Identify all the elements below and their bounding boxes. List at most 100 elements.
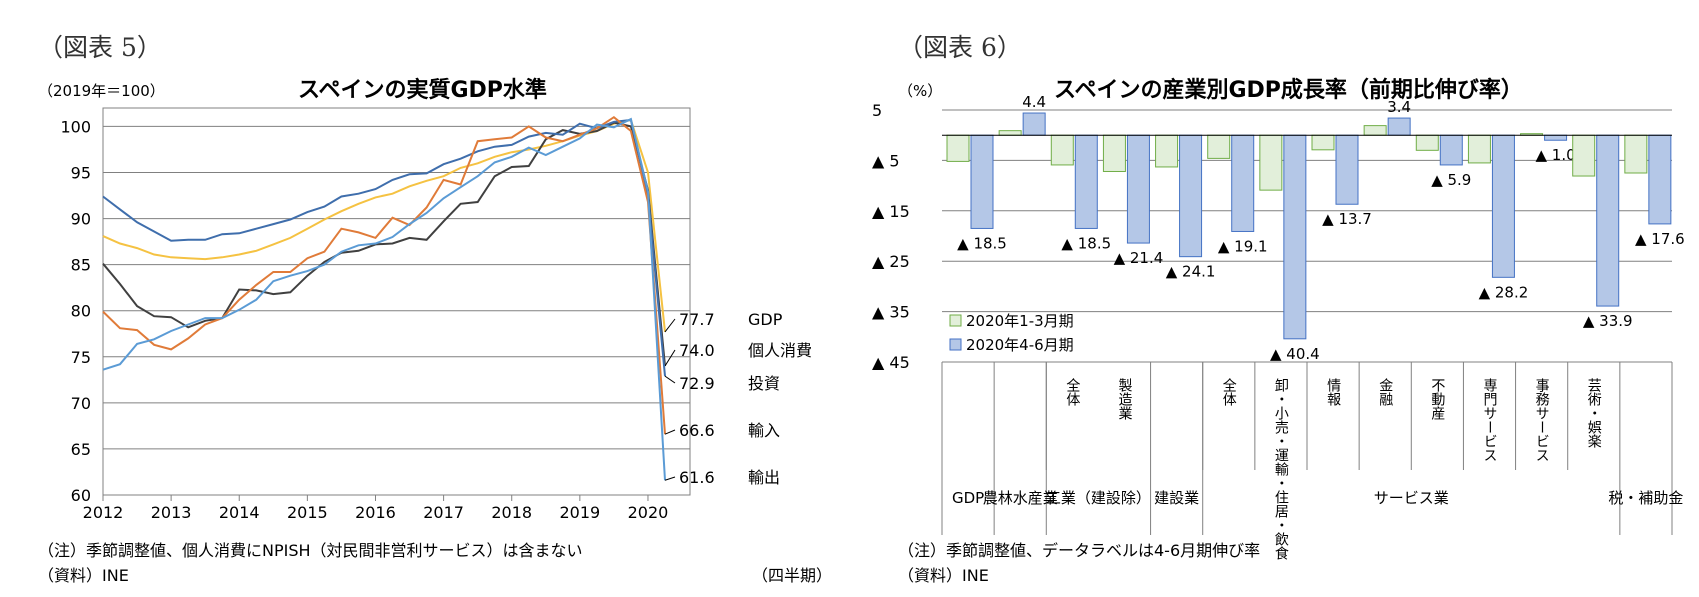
data-label: ▲ 40.4 bbox=[1270, 345, 1320, 363]
source-note: （資料）INE bbox=[898, 566, 989, 585]
bar-q2 bbox=[1648, 134, 1672, 225]
category-label: GDP bbox=[952, 489, 984, 507]
series-name-label: 投資 bbox=[748, 374, 780, 393]
bar-q2 bbox=[1283, 134, 1307, 340]
end-value-label: 61.6 bbox=[679, 468, 715, 487]
bar-q2 bbox=[1074, 134, 1098, 229]
bar-q2 bbox=[1335, 134, 1359, 205]
series-line-1 bbox=[102, 118, 666, 333]
x-tick-label: 2016 bbox=[355, 503, 396, 522]
bar-q1 bbox=[1259, 134, 1283, 191]
data-label: ▲ 13.7 bbox=[1322, 210, 1372, 228]
bar-q1 bbox=[1207, 134, 1231, 159]
bar-q2 bbox=[970, 134, 994, 229]
legend-swatch bbox=[949, 314, 962, 327]
figure-5-panel: （図表 5） （2019年＝100） スペインの実質GDP水準 60 65 70 75… bbox=[38, 33, 833, 585]
data-label: 4.4 bbox=[1022, 93, 1046, 111]
bar-q2 bbox=[1439, 134, 1463, 166]
bar-q1 bbox=[1415, 134, 1439, 151]
bar-q1 bbox=[1624, 134, 1648, 174]
bar-q1 bbox=[1155, 134, 1179, 168]
figure-label: （図表 5） bbox=[38, 33, 162, 62]
data-label: ▲ 17.6 bbox=[1635, 230, 1685, 248]
footnote: （注）季節調整値、データラベルは4-6月期伸び率 bbox=[898, 541, 1261, 560]
x-tick-label: 2015 bbox=[287, 503, 328, 522]
bar-q1 bbox=[1311, 134, 1335, 151]
figure-label: （図表 6） bbox=[898, 33, 1022, 62]
y-tick-label: ▲ 25 bbox=[872, 252, 910, 271]
x-tick-label: 2020 bbox=[628, 503, 669, 522]
bar-q1 bbox=[1467, 134, 1491, 164]
y-tick-label: 80 bbox=[71, 302, 91, 321]
end-value-label: 77.7 bbox=[679, 310, 715, 329]
bar-q1 bbox=[998, 130, 1022, 136]
series-name-label: 個人消費 bbox=[748, 341, 812, 360]
subcategory-label: 全体 bbox=[1221, 377, 1237, 406]
data-label: ▲ 18.5 bbox=[957, 234, 1007, 252]
end-value-label: 72.9 bbox=[679, 374, 715, 393]
y-tick-label: ▲ 45 bbox=[872, 353, 910, 372]
bar-q2 bbox=[1022, 112, 1046, 136]
unit-note: （%） bbox=[898, 82, 943, 100]
footnote: （注）季節調整値、個人消費にNPISH（対民間非営利サービス）は含まない bbox=[38, 541, 583, 560]
series-line-2 bbox=[102, 121, 666, 367]
x-tick-label: 2017 bbox=[423, 503, 464, 522]
series-name-label: GDP bbox=[748, 310, 783, 329]
y-tick-label: 60 bbox=[71, 486, 91, 505]
bar-q2 bbox=[1231, 134, 1255, 232]
series-line-4 bbox=[102, 115, 666, 435]
bar-q2 bbox=[1544, 134, 1568, 141]
end-value-label: 74.0 bbox=[679, 341, 715, 360]
bar-q1 bbox=[1102, 134, 1126, 172]
data-label: ▲ 1.0 bbox=[1535, 146, 1575, 164]
bar-q1 bbox=[946, 134, 970, 162]
category-label: 工業（建設除） bbox=[1046, 489, 1151, 507]
subcategory-label: 不動産 bbox=[1429, 378, 1445, 421]
x-tick-label: 2014 bbox=[219, 503, 260, 522]
y-tick-label: ▲ 15 bbox=[872, 202, 910, 221]
y-tick-label: 100 bbox=[60, 117, 91, 136]
line-chart: 60 65 70 75 80 85 90 95 100 2012 2013 2014 2015 2016 2… bbox=[60, 107, 812, 522]
subcategory-label: 製造業 bbox=[1117, 378, 1133, 420]
x-tick-label: 2019 bbox=[559, 503, 600, 522]
plot-frame bbox=[102, 107, 691, 496]
figure-6-panel: （図表 6） （%） スペインの産業別GDP成長率（前期比伸び率） 5 ▲ 5 ▲ … bbox=[870, 0, 1699, 597]
bar-q1 bbox=[1363, 125, 1387, 136]
data-label: ▲ 5.9 bbox=[1431, 171, 1471, 189]
data-label: 3.4 bbox=[1387, 98, 1411, 116]
category-label: サービス業 bbox=[1374, 489, 1449, 507]
data-label: ▲ 33.9 bbox=[1583, 312, 1633, 330]
bar-q2 bbox=[1387, 117, 1411, 136]
subcategory-label: 全体 bbox=[1064, 377, 1080, 406]
y-tick-label: 70 bbox=[71, 394, 91, 413]
subcategory-label: 金融 bbox=[1377, 378, 1393, 406]
x-tick-label: 2013 bbox=[151, 503, 192, 522]
subcategory-label: 情報 bbox=[1325, 378, 1341, 406]
category-label: 建設業 bbox=[1154, 489, 1199, 507]
subcategory-label: 事務サービス bbox=[1534, 378, 1550, 462]
y-tick-label: 90 bbox=[71, 210, 91, 229]
y-tick-label: 75 bbox=[71, 348, 91, 367]
bar-q2 bbox=[1126, 134, 1150, 244]
y-tick-label: 95 bbox=[71, 164, 91, 183]
bar-chart: 5▲ 5▲ 15▲ 25▲ 35▲ 45▲ 18.54.4▲ 18.5▲ 21.… bbox=[872, 93, 1685, 560]
bar-q1 bbox=[1050, 134, 1074, 166]
x-tick-label: 2018 bbox=[491, 503, 532, 522]
y-tick-label: 85 bbox=[71, 256, 91, 275]
leader-line bbox=[664, 375, 676, 384]
y-tick-label: ▲ 5 bbox=[872, 151, 900, 170]
bar-q2 bbox=[1491, 134, 1515, 278]
unit-note: （2019年＝100） bbox=[38, 82, 165, 100]
series-line-5 bbox=[102, 117, 666, 481]
x-axis-unit: （四半期） bbox=[752, 566, 833, 585]
data-label: ▲ 21.4 bbox=[1114, 249, 1164, 267]
data-label: ▲ 19.1 bbox=[1218, 237, 1268, 255]
subcategory-label: 専門サービス bbox=[1482, 378, 1498, 462]
series-name-label: 輸入 bbox=[748, 421, 780, 440]
legend-label: 2020年4-6月期 bbox=[966, 336, 1074, 354]
x-tick-label: 2012 bbox=[83, 503, 124, 522]
y-tick-label: 65 bbox=[71, 440, 91, 459]
end-value-label: 66.6 bbox=[679, 421, 715, 440]
category-label: 農林水産業 bbox=[983, 489, 1058, 507]
leader-line bbox=[664, 429, 676, 435]
